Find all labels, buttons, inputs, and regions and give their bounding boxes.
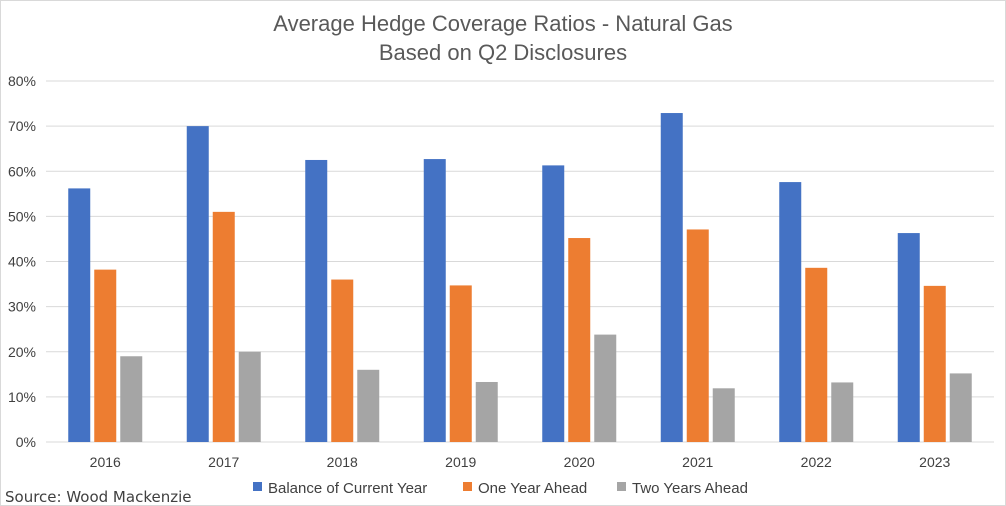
x-tick-label: 2017: [208, 454, 239, 470]
y-tick-label: 10%: [8, 389, 36, 405]
legend-label: Balance of Current Year: [268, 480, 427, 497]
x-tick-label: 2021: [682, 454, 713, 470]
bar: [475, 381, 498, 442]
bar: [897, 233, 920, 442]
bar: [949, 373, 972, 442]
x-tick-label: 2019: [445, 454, 476, 470]
bar: [923, 285, 946, 442]
bar: [805, 267, 828, 442]
bar: [186, 126, 209, 442]
bar: [423, 159, 446, 442]
bar: [120, 356, 143, 442]
y-tick-label: 80%: [8, 73, 36, 89]
bar: [357, 369, 380, 442]
x-tick-label: 2018: [327, 454, 358, 470]
bar: [331, 279, 354, 442]
source-note: Source: Wood Mackenzie: [5, 488, 191, 506]
y-axis-ticks: 0% 10% 20% 30% 40% 50% 60% 70% 80%: [8, 73, 36, 450]
x-axis-ticks: 2016 2017 2018 2019 2020 2021 2022 2023: [90, 454, 951, 470]
x-tick-label: 2023: [919, 454, 950, 470]
chart-title: Average Hedge Coverage Ratios - Natural …: [273, 11, 732, 36]
x-tick-label: 2020: [564, 454, 595, 470]
bar: [212, 211, 235, 442]
bar: [449, 285, 472, 442]
bar: [542, 165, 565, 443]
y-tick-label: 0%: [16, 434, 36, 450]
bars: [68, 113, 972, 443]
chart-subtitle: Based on Q2 Disclosures: [379, 40, 627, 65]
legend-swatch: [253, 482, 262, 491]
bar: [594, 334, 617, 442]
bar: [305, 159, 328, 442]
bar: [686, 229, 709, 442]
y-tick-label: 30%: [8, 299, 36, 315]
bar: [238, 351, 261, 442]
bar: [94, 269, 117, 442]
bar: [568, 238, 591, 442]
x-tick-label: 2016: [90, 454, 121, 470]
bar: [712, 388, 735, 442]
bar: [660, 113, 683, 442]
bar: [68, 188, 91, 442]
legend-swatch: [463, 482, 472, 491]
y-tick-label: 50%: [8, 208, 36, 224]
legend: Balance of Current Year One Year Ahead Two…: [253, 480, 748, 497]
y-tick-label: 70%: [8, 118, 36, 134]
legend-label: Two Years Ahead: [632, 480, 748, 497]
x-tick-label: 2022: [801, 454, 832, 470]
legend-swatch: [617, 482, 626, 491]
legend-label: One Year Ahead: [478, 480, 587, 497]
bar: [831, 382, 854, 442]
bar: [779, 182, 802, 442]
y-tick-label: 60%: [8, 163, 36, 179]
y-tick-label: 40%: [8, 254, 36, 270]
y-tick-label: 20%: [8, 344, 36, 360]
